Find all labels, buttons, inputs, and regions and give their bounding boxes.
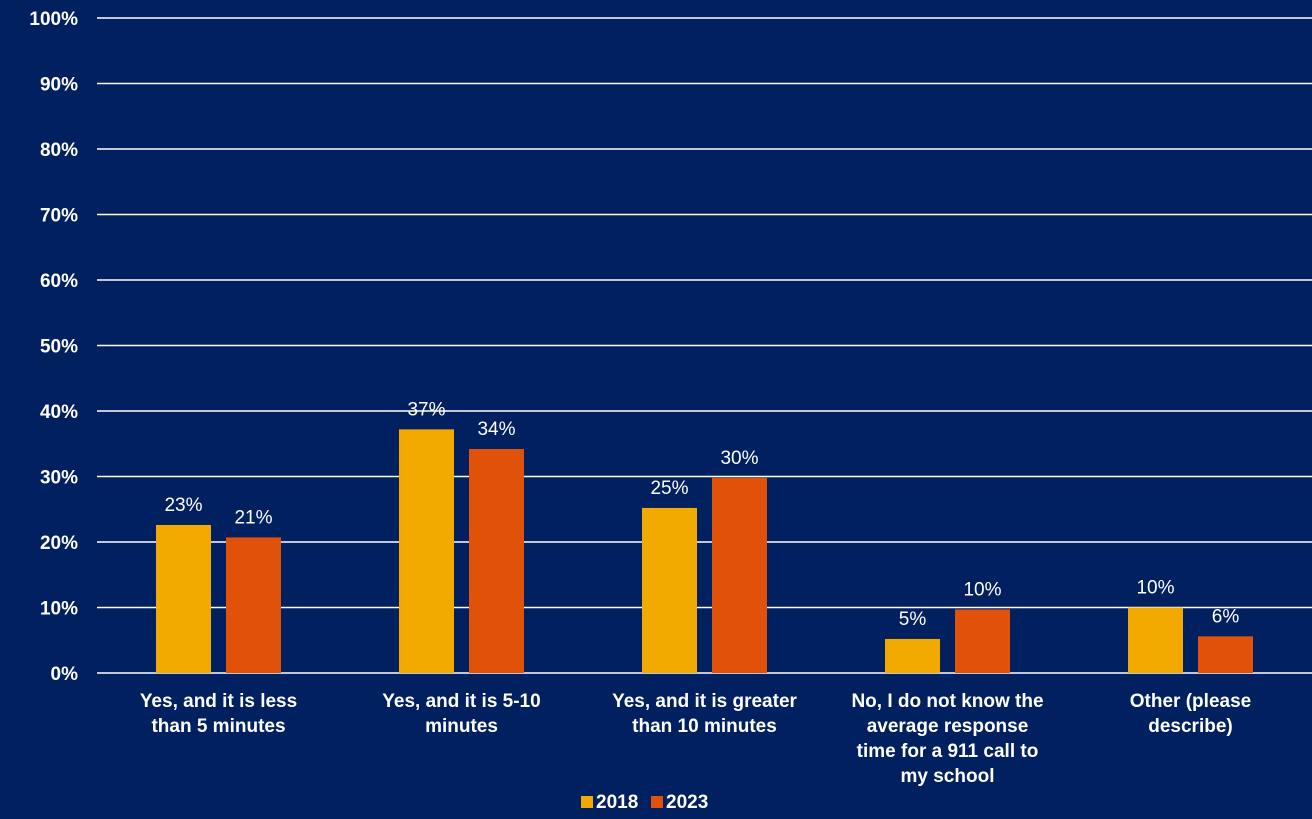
data-label-2023-2: 34% [477, 419, 515, 440]
x-axis-label-line: Other (please [1130, 691, 1251, 712]
bar-2018-2 [399, 429, 454, 673]
bar-2023-5 [1198, 636, 1253, 673]
x-axis-label-line: than 5 minutes [151, 716, 285, 737]
x-axis-label-4: No, I do not know the average response tim… [851, 691, 1043, 787]
y-tick-label: 50% [40, 337, 78, 358]
y-tick-label: 30% [40, 468, 78, 489]
bar-2018-4 [885, 638, 940, 673]
legend-swatch-2018 [581, 796, 593, 808]
bar-2023-1 [226, 537, 281, 673]
x-axis-label-line: describe) [1148, 716, 1232, 737]
x-axis-label-line: my school [901, 766, 995, 787]
y-tick-label: 60% [40, 271, 78, 292]
x-axis-label-1: Yes, and it is less than 5 minutes [140, 691, 297, 737]
y-tick-label: 0% [51, 664, 79, 685]
x-axis-label-line: than 10 minutes [632, 716, 777, 737]
y-tick-label: 90% [40, 75, 78, 96]
bar-2018-3 [642, 507, 697, 673]
x-axis-label-line: time for a 911 call to [857, 741, 1039, 762]
bar-2023-4 [955, 609, 1010, 673]
x-axis-label-5: Other (please describe) [1130, 691, 1251, 737]
y-tick-label: 70% [40, 206, 78, 227]
legend-label-2023: 2023 [666, 792, 708, 813]
y-tick-label: 10% [40, 599, 78, 620]
bar-2018-1 [156, 524, 211, 673]
y-tick-label: 40% [40, 402, 78, 423]
x-axis-label-line: Yes, and it is 5-10 [382, 691, 540, 712]
x-axis-label-line: minutes [425, 716, 498, 737]
data-label-2023-1: 21% [234, 507, 272, 528]
y-tick-label: 20% [40, 533, 78, 554]
y-tick-label: 80% [40, 140, 78, 161]
bar-2023-3 [712, 477, 767, 673]
data-label-2018-4: 5% [899, 609, 927, 630]
legend-swatch-2023 [651, 796, 663, 808]
bar-2018-5 [1128, 607, 1183, 673]
x-axis-label-3: Yes, and it is greater than 10 minutes [612, 691, 797, 737]
x-axis-label-line: Yes, and it is greater [612, 691, 797, 712]
data-label-2018-1: 23% [164, 495, 202, 516]
data-label-2023-4: 10% [963, 579, 1001, 600]
bar-2023-2 [469, 448, 524, 673]
x-axis-label-line: average response [867, 716, 1029, 737]
x-axis-label-2: Yes, and it is 5-10 minutes [382, 691, 540, 737]
data-label-2018-5: 10% [1136, 578, 1174, 599]
data-label-2018-2: 37% [407, 399, 445, 420]
data-label-2023-5: 6% [1212, 606, 1240, 627]
x-axis-label-line: No, I do not know the [851, 691, 1043, 712]
x-axis-label-line: Yes, and it is less [140, 691, 297, 712]
y-tick-label: 100% [29, 9, 78, 30]
data-label-2023-3: 30% [720, 448, 758, 469]
legend-label-2018: 2018 [596, 792, 638, 813]
data-label-2018-3: 25% [650, 478, 688, 499]
